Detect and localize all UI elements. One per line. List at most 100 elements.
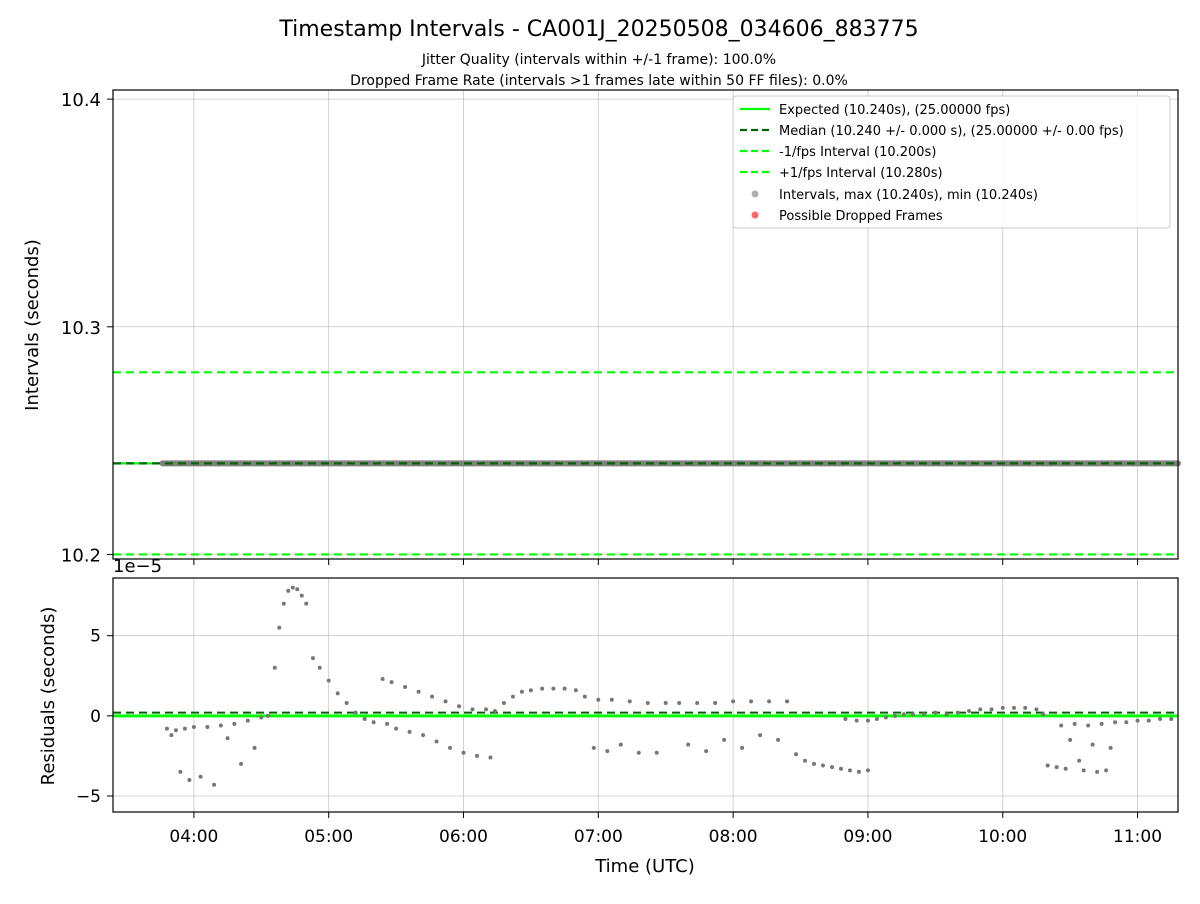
residual-point <box>394 726 399 731</box>
residual-point <box>812 761 817 766</box>
x-tick-label: 11:00 <box>1113 827 1162 847</box>
residual-point <box>686 742 691 747</box>
residual-point <box>492 709 497 714</box>
residual-point <box>218 723 223 728</box>
residual-point <box>663 701 668 706</box>
residuals-reference-lines <box>113 711 1178 718</box>
x-tick-label: 07:00 <box>574 827 623 847</box>
intervals-x-ticks <box>193 559 1139 565</box>
residual-point <box>528 688 533 693</box>
residual-point <box>483 707 488 712</box>
residual-point <box>776 737 781 742</box>
residual-point <box>740 745 745 750</box>
residual-point <box>461 750 466 755</box>
residual-point <box>281 601 286 606</box>
residual-point <box>978 707 983 712</box>
residual-point <box>326 678 331 683</box>
residual-point <box>856 769 861 774</box>
residual-point <box>353 710 358 715</box>
x-axis-label: Time (UTC) <box>594 856 695 877</box>
residual-point <box>380 676 385 681</box>
residual-point <box>259 715 264 720</box>
residual-point <box>335 691 340 696</box>
residual-point <box>618 742 623 747</box>
residual-point <box>252 745 257 750</box>
residual-point <box>829 765 834 770</box>
residual-point <box>1045 763 1050 768</box>
residual-point <box>803 758 808 763</box>
residual-point <box>1099 721 1104 726</box>
residual-point <box>843 717 848 722</box>
residual-point <box>785 699 790 704</box>
residual-point <box>385 721 390 726</box>
residual-point <box>731 699 736 704</box>
residual-point <box>847 768 852 773</box>
residual-point <box>874 717 879 722</box>
residual-point <box>596 697 601 702</box>
residual-point <box>749 699 754 704</box>
residual-point <box>933 710 938 715</box>
residual-point <box>573 688 578 693</box>
chart-title: Timestamp Intervals - CA001J_20250508_03… <box>278 17 918 42</box>
residuals-y-ticks: −5 0 5 <box>76 627 113 807</box>
residual-point <box>1059 723 1064 728</box>
residual-point <box>295 587 300 592</box>
residual-point <box>403 684 408 689</box>
intervals-y-tick-label: 10.3 <box>61 318 101 339</box>
residual-point <box>164 726 169 731</box>
residual-point <box>519 689 524 694</box>
intervals-y-axis-label: Intervals (seconds) <box>22 239 43 411</box>
residual-point <box>501 701 506 706</box>
residual-point <box>266 713 271 718</box>
residual-point <box>1095 769 1100 774</box>
residual-point <box>1063 766 1068 771</box>
x-tick-label: 09:00 <box>843 827 892 847</box>
residual-point <box>1072 721 1077 726</box>
residual-point <box>1090 742 1095 747</box>
residual-point <box>1158 717 1163 722</box>
residual-point <box>892 713 897 718</box>
residual-point <box>212 782 217 787</box>
residual-point <box>277 625 282 630</box>
residual-point <box>722 737 727 742</box>
residual-point <box>551 686 556 691</box>
residual-point <box>317 665 322 670</box>
residuals-offset-label: 1e−5 <box>113 556 162 577</box>
residual-point <box>474 753 479 758</box>
intervals-y-ticks: 10.2 10.3 10.4 <box>61 90 113 566</box>
residual-point <box>1077 758 1082 763</box>
legend-swatch-intervals <box>751 190 759 198</box>
residuals-y-tick-label: 0 <box>90 707 101 727</box>
residual-point <box>922 712 927 717</box>
residual-point <box>310 656 315 661</box>
residual-point <box>187 777 192 782</box>
residuals-y-tick-label: −5 <box>76 787 101 807</box>
residual-point <box>416 689 421 694</box>
legend-swatch-dropped <box>751 211 759 219</box>
residual-point <box>299 593 304 598</box>
residual-point <box>901 712 906 717</box>
x-tick-label: 05:00 <box>304 827 353 847</box>
residual-point <box>838 766 843 771</box>
intervals-y-tick-label: 10.2 <box>61 545 101 566</box>
x-tick-label: 04:00 <box>169 827 218 847</box>
residual-point <box>767 699 772 704</box>
residual-point <box>371 720 376 725</box>
residual-point <box>1034 707 1039 712</box>
residuals-grid <box>113 578 1178 812</box>
residual-point <box>1041 712 1046 717</box>
residual-point <box>1000 705 1005 710</box>
x-tick-label: 10:00 <box>978 827 1027 847</box>
residual-point <box>794 752 799 757</box>
residual-point <box>362 717 367 722</box>
residual-point <box>457 704 462 709</box>
residual-point <box>636 750 641 755</box>
residual-point <box>1054 765 1059 770</box>
residual-point <box>443 699 448 704</box>
residual-point <box>344 701 349 706</box>
residual-point <box>609 697 614 702</box>
residuals-x-ticks: 04:00 05:00 06:00 07:00 08:00 09:00 10:00 11:00 <box>169 812 1162 847</box>
x-tick-label: 08:00 <box>709 827 758 847</box>
chart-subtitle-jitter: Jitter Quality (intervals within +/-1 fr… <box>421 52 776 68</box>
